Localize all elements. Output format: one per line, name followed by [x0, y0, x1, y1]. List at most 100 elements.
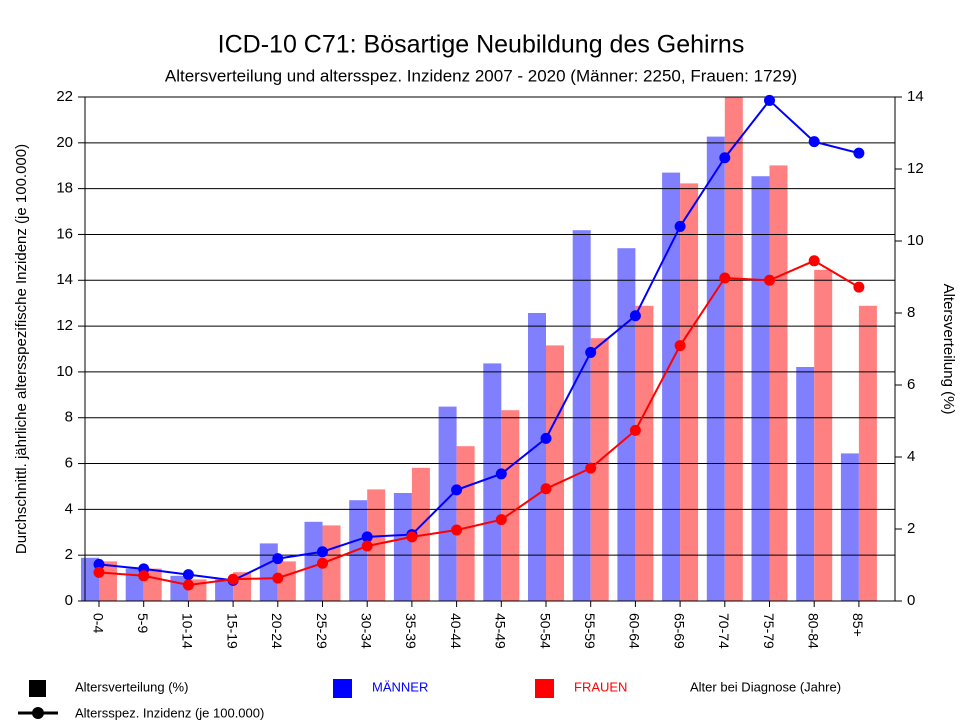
x-tick-label: 80-84	[805, 613, 821, 649]
incidence-marker	[674, 220, 686, 232]
x-tick-label: 15-19	[224, 613, 240, 649]
x-tick-label: 35-39	[403, 613, 419, 649]
bar	[590, 338, 609, 601]
incidence-marker	[93, 558, 105, 570]
y-tick-label: 8	[65, 409, 73, 426]
incidence-marker	[138, 570, 150, 582]
incidence-marker	[764, 274, 775, 286]
incidence-marker	[495, 514, 507, 526]
incidence-marker	[451, 524, 463, 536]
y-tick-label: 12	[56, 317, 73, 334]
bar	[483, 363, 502, 601]
bar	[858, 305, 877, 601]
bar	[680, 183, 699, 601]
y-tick-label: 16	[56, 225, 73, 242]
bar	[528, 313, 546, 601]
incidence-marker	[451, 484, 463, 496]
incidence-marker	[406, 531, 418, 543]
y2-axis-label: Altersverteilung (%)	[940, 284, 957, 415]
chart-title: ICD-10 C71: Bösartige Neubildung des Geh…	[218, 31, 745, 59]
legend-bar-swatch	[29, 680, 46, 697]
bar	[840, 453, 859, 601]
incidence-marker	[272, 553, 284, 565]
x-tick-label: 50-54	[537, 613, 553, 649]
x-tick-label: 45-49	[493, 613, 509, 649]
legend-text: Altersspez. Inzidenz (je 100.000)	[75, 705, 264, 720]
y2-tick-label: 4	[907, 448, 915, 465]
incidence-marker	[808, 136, 820, 148]
x-tick-label: 25-29	[314, 613, 330, 649]
y2-tick-label: 2	[907, 520, 915, 537]
x-tick-label: 30-34	[358, 613, 374, 649]
x-axis-label: Alter bei Diagnose (Jahre)	[690, 679, 841, 694]
y2-tick-label: 14	[907, 88, 924, 105]
y-tick-label: 4	[65, 500, 73, 517]
incidence-marker	[317, 557, 328, 569]
incidence-marker	[182, 579, 194, 591]
incidence-marker	[629, 310, 641, 322]
x-tick-label: 5-9	[135, 613, 151, 633]
incidence-marker	[585, 462, 597, 474]
incidence-marker	[764, 94, 775, 106]
bar	[322, 525, 341, 601]
incidence-marker	[93, 566, 105, 578]
bar	[769, 165, 788, 601]
x-tick-label: 70-74	[716, 613, 732, 649]
x-tick-label: 10-14	[180, 613, 196, 649]
x-tick-label: 60-64	[627, 613, 643, 649]
incidence-marker	[585, 346, 597, 358]
x-tick-label: 20-24	[269, 613, 285, 649]
bar	[635, 305, 654, 601]
y2-tick-label: 8	[907, 304, 915, 321]
x-tick-label: 55-59	[582, 613, 598, 649]
bar	[572, 230, 591, 601]
incidence-marker	[853, 281, 865, 293]
bar	[662, 172, 681, 601]
x-tick-label: 75-79	[761, 613, 777, 649]
legend-swatch	[333, 679, 352, 698]
bar	[367, 489, 386, 601]
y2-tick-label: 0	[907, 592, 915, 609]
legend-label: MÄNNER	[372, 679, 428, 694]
bar	[456, 446, 475, 601]
incidence-marker	[719, 272, 731, 284]
y-tick-label: 14	[56, 271, 73, 288]
legend-text: Altersverteilung (%)	[75, 679, 188, 694]
y2-tick-label: 10	[907, 232, 924, 249]
x-tick-label: 40-44	[448, 613, 464, 649]
y2-tick-label: 6	[907, 376, 915, 393]
bar	[259, 543, 278, 601]
y-tick-label: 6	[65, 455, 73, 472]
incidence-line	[98, 98, 860, 582]
bar	[724, 97, 743, 601]
legend-label: FRAUEN	[574, 679, 627, 694]
y-tick-label: 18	[56, 180, 73, 197]
incidence-marker	[182, 569, 194, 581]
y-axis-label: Durchschnittl. jährliche altersspezifisc…	[13, 144, 30, 554]
y-tick-label: 2	[65, 546, 73, 563]
bar	[393, 493, 412, 601]
incidence-marker	[317, 546, 328, 558]
x-tick-label: 0-4	[90, 613, 106, 633]
x-tick-label: 65-69	[671, 613, 687, 649]
bar	[546, 345, 564, 601]
incidence-marker	[361, 531, 373, 543]
bar	[215, 579, 234, 601]
y-tick-label: 10	[56, 363, 73, 380]
bar	[277, 561, 296, 601]
bar	[706, 136, 725, 601]
incidence-line	[98, 259, 860, 586]
incidence-marker	[272, 572, 284, 584]
bar	[438, 406, 457, 601]
bar	[617, 248, 636, 601]
y-tick-label: 20	[56, 134, 73, 151]
bar	[501, 410, 520, 601]
x-tick-label: 85+	[850, 613, 866, 637]
legend-marker	[32, 707, 44, 719]
legend-swatch	[535, 679, 554, 698]
y2-tick-label: 12	[907, 160, 924, 177]
incidence-marker	[540, 483, 552, 495]
chart-subtitle: Altersverteilung und altersspez. Inziden…	[165, 66, 797, 85]
bar	[814, 269, 833, 601]
